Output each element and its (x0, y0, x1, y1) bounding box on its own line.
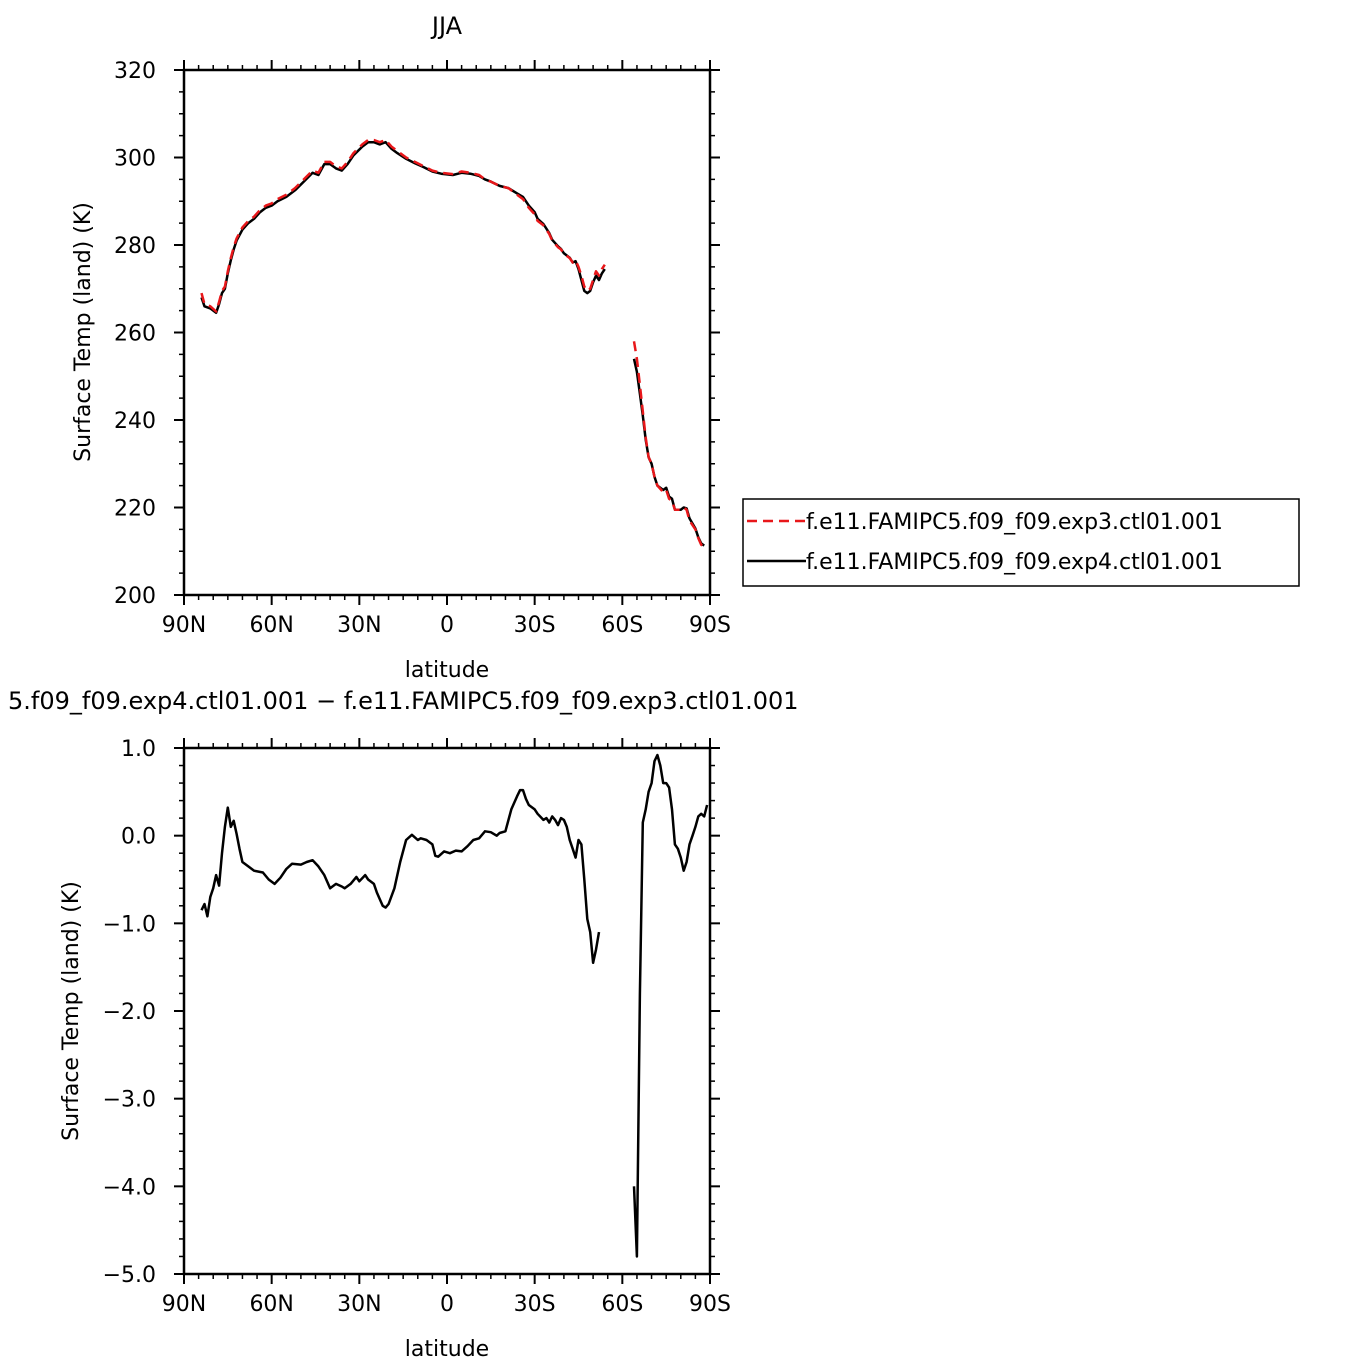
bottom-plot-frame (182, 746, 712, 1276)
top-x-tick-labels: 90N 60N 30N 0 30S 60S 90S (162, 613, 731, 638)
y-tick-label: −1.0 (103, 912, 156, 937)
series-line-0-0-segment-0 (200, 138, 606, 313)
y-tick-label: −2.0 (103, 1000, 156, 1025)
bottom-plot-area (174, 738, 720, 1284)
y-tick-label: 240 (114, 409, 156, 434)
legend-label-exp4: f.e11.FAMIPC5.f09_f09.exp4.ctl01.001 (806, 550, 1223, 575)
y-tick-label: 1.0 (121, 737, 156, 762)
top-axis-ticks (174, 60, 720, 605)
x-tick-label: 0 (440, 613, 454, 638)
legend-box (742, 498, 1300, 587)
y-tick-label: 0.0 (121, 825, 156, 850)
top-y-tick-labels: 200 220 240 260 280 300 320 (114, 59, 156, 609)
x-tick-label: 60N (249, 613, 293, 638)
y-tick-label: 260 (114, 322, 156, 347)
y-tick-label: 280 (114, 234, 156, 259)
bottom-chart-title: 5.f09_f09.exp4.ctl01.001 − f.e11.FAMIPC5… (8, 687, 799, 715)
series-line-1-0-segment-1 (632, 753, 709, 1258)
y-tick-label: 220 (114, 497, 156, 522)
x-tick-label: 30S (514, 613, 556, 638)
bottom-x-tick-labels: 90N 60N 30N 0 30S 60S 90S (162, 1292, 731, 1317)
legend: f.e11.FAMIPC5.f09_f09.exp3.ctl01.001 f.e… (742, 498, 1300, 587)
x-tick-label: 60N (249, 1292, 293, 1317)
series-line-0-1-segment-1 (632, 358, 705, 547)
top-series-lines (200, 138, 705, 548)
x-tick-label: 90N (162, 613, 206, 638)
top-plot-area (174, 60, 720, 605)
x-tick-label: 30N (337, 1292, 381, 1317)
x-tick-label: 0 (440, 1292, 454, 1317)
y-tick-label: 320 (114, 59, 156, 84)
x-tick-label: 30S (514, 1292, 556, 1317)
top-panel: JJA 90N 60N 30N 0 30S 60S 90S 200 220 240 260 280 3… (71, 12, 1300, 683)
x-tick-label: 90S (689, 1292, 731, 1317)
top-x-axis-label: latitude (405, 658, 489, 683)
bottom-y-tick-labels: 1.0 0.0 −1.0 −2.0 −3.0 −4.0 −5.0 (103, 737, 156, 1288)
y-tick-label: 200 (114, 584, 156, 609)
bottom-panel: 5.f09_f09.exp4.ctl01.001 − f.e11.FAMIPC5… (8, 687, 799, 1362)
top-plot-frame (182, 68, 712, 597)
y-tick-label: −5.0 (103, 1263, 156, 1288)
series-line-0-0-segment-1 (632, 341, 705, 548)
series-line-0-1-segment-0 (200, 140, 606, 315)
series-line-1-0-segment-0 (200, 788, 601, 965)
x-tick-label: 90S (689, 613, 731, 638)
x-tick-label: 30N (337, 613, 381, 638)
y-tick-label: −3.0 (103, 1088, 156, 1113)
legend-label-exp3: f.e11.FAMIPC5.f09_f09.exp3.ctl01.001 (806, 510, 1223, 535)
y-tick-label: 300 (114, 147, 156, 172)
top-chart-title: JJA (430, 12, 463, 40)
bottom-y-axis-label: Surface Temp (land) (K) (59, 881, 84, 1141)
top-y-axis-label: Surface Temp (land) (K) (71, 202, 96, 462)
bottom-x-axis-label: latitude (405, 1337, 489, 1362)
y-tick-label: −4.0 (103, 1175, 156, 1200)
bottom-series-lines (200, 753, 709, 1258)
x-tick-label: 60S (601, 1292, 643, 1317)
x-tick-label: 60S (601, 613, 643, 638)
x-tick-label: 90N (162, 1292, 206, 1317)
